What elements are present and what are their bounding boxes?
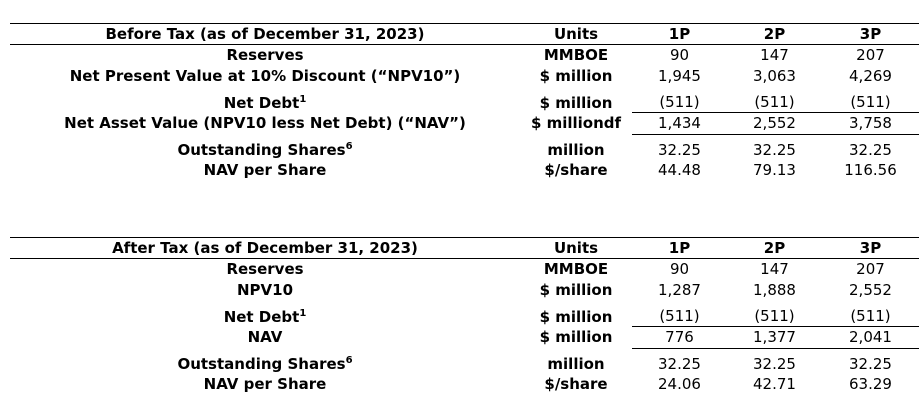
row-label: Net Present Value at 10% Discount (“NPV1… bbox=[69, 67, 461, 85]
row-unit: million bbox=[547, 141, 605, 159]
table-row-nav: NAV $ million 776 1,377 2,041 bbox=[10, 326, 919, 349]
row-unit: $ million bbox=[539, 328, 613, 346]
value-1p: 1,434 bbox=[632, 112, 727, 135]
value-1p: 32.25 bbox=[658, 355, 701, 373]
value-3p: 207 bbox=[856, 260, 885, 278]
row-unit: $ million bbox=[539, 93, 613, 112]
row-label: NAV per Share bbox=[203, 161, 327, 179]
row-label: NAV bbox=[247, 328, 283, 346]
footnote-marker: 6 bbox=[345, 141, 353, 152]
value-3p: 3,758 bbox=[822, 112, 919, 135]
table-row-outstanding-shares: Outstanding Shares6 million 32.25 32.25 … bbox=[10, 135, 919, 161]
row-unit: $ million bbox=[539, 281, 613, 299]
table-title: After Tax (as of December 31, 2023) bbox=[10, 237, 520, 259]
table-row-reserves: Reserves MMBOE 90 147 207 bbox=[10, 259, 919, 281]
value-3p: 2,041 bbox=[822, 326, 919, 349]
value-1p: (511) bbox=[632, 301, 727, 327]
row-label: Net Debt bbox=[223, 307, 300, 326]
column-header-2p: 2P bbox=[727, 237, 822, 259]
row-label: Outstanding Shares bbox=[177, 355, 346, 373]
value-2p: 147 bbox=[760, 260, 789, 278]
value-1p: 90 bbox=[669, 260, 690, 278]
value-3p: 63.29 bbox=[849, 375, 892, 393]
table-row-reserves: Reserves MMBOE 90 147 207 bbox=[10, 45, 919, 67]
table-header-row: Before Tax (as of December 31, 2023) Uni… bbox=[10, 23, 919, 45]
value-3p: 4,269 bbox=[849, 67, 892, 85]
table-row-nav: Net Asset Value (NPV10 less Net Debt) (“… bbox=[10, 112, 919, 135]
table-row-net-debt: Net Debt1 $ million (511) (511) (511) bbox=[10, 87, 919, 113]
value-1p: 24.06 bbox=[658, 375, 701, 393]
value-2p: 1,888 bbox=[753, 281, 796, 299]
value-3p: (511) bbox=[822, 301, 919, 327]
value-3p: 2,552 bbox=[849, 281, 892, 299]
row-label: Reserves bbox=[226, 46, 304, 64]
value-2p: 147 bbox=[760, 46, 789, 64]
value-1p: 776 bbox=[632, 326, 727, 349]
value-3p: 207 bbox=[856, 46, 885, 64]
value-2p: 42.71 bbox=[753, 375, 796, 393]
value-3p: (511) bbox=[822, 87, 919, 113]
value-2p: 32.25 bbox=[753, 141, 796, 159]
row-unit: MMBOE bbox=[543, 46, 609, 64]
value-1p: 44.48 bbox=[658, 161, 701, 179]
units-header: Units bbox=[520, 237, 632, 259]
table-title: Before Tax (as of December 31, 2023) bbox=[10, 23, 520, 45]
row-label: NPV10 bbox=[236, 281, 294, 299]
value-3p: 32.25 bbox=[849, 141, 892, 159]
row-unit: $/share bbox=[544, 161, 608, 179]
row-unit: $ milliondf bbox=[530, 114, 622, 132]
value-1p: 1,945 bbox=[658, 67, 701, 85]
row-label-cell: Outstanding Shares6 bbox=[10, 349, 520, 375]
column-header-3p: 3P bbox=[822, 237, 919, 259]
value-3p: 32.25 bbox=[849, 355, 892, 373]
column-header-1p: 1P bbox=[632, 23, 727, 45]
value-1p: 1,287 bbox=[658, 281, 701, 299]
value-2p: 79.13 bbox=[753, 161, 796, 179]
footnote-marker: 6 bbox=[345, 355, 353, 366]
row-unit: $/share bbox=[544, 375, 608, 393]
row-label-cell: Outstanding Shares6 bbox=[10, 135, 520, 161]
units-header: Units bbox=[520, 23, 632, 45]
row-label: Outstanding Shares bbox=[177, 141, 346, 159]
value-2p: 3,063 bbox=[753, 67, 796, 85]
after-tax-table: After Tax (as of December 31, 2023) Unit… bbox=[10, 237, 919, 395]
column-header-3p: 3P bbox=[822, 23, 919, 45]
row-label: Reserves bbox=[226, 260, 304, 278]
before-tax-table: Before Tax (as of December 31, 2023) Uni… bbox=[10, 23, 919, 181]
column-header-2p: 2P bbox=[727, 23, 822, 45]
row-label: Net Debt bbox=[223, 93, 300, 112]
table-row-nav-per-share: NAV per Share $/share 24.06 42.71 63.29 bbox=[10, 374, 919, 395]
row-label-cell: Net Debt1 bbox=[10, 87, 520, 113]
table-row-net-debt: Net Debt1 $ million (511) (511) (511) bbox=[10, 301, 919, 327]
value-1p: 32.25 bbox=[658, 141, 701, 159]
value-2p: 32.25 bbox=[753, 355, 796, 373]
footnote-marker: 1 bbox=[299, 93, 307, 105]
row-unit: $ million bbox=[539, 67, 613, 85]
row-unit: million bbox=[547, 355, 605, 373]
table-row-npv10: NPV10 $ million 1,287 1,888 2,552 bbox=[10, 280, 919, 301]
value-2p: (511) bbox=[727, 301, 822, 327]
table-row-npv10: Net Present Value at 10% Discount (“NPV1… bbox=[10, 66, 919, 87]
footnote-marker: 1 bbox=[299, 307, 307, 319]
value-2p: 2,552 bbox=[727, 112, 822, 135]
value-2p: 1,377 bbox=[727, 326, 822, 349]
row-label: Net Asset Value (NPV10 less Net Debt) (“… bbox=[64, 114, 466, 132]
table-row-nav-per-share: NAV per Share $/share 44.48 79.13 116.56 bbox=[10, 160, 919, 181]
row-unit: MMBOE bbox=[543, 260, 609, 278]
row-unit: $ million bbox=[539, 307, 613, 326]
row-label: NAV per Share bbox=[203, 375, 327, 393]
value-2p: (511) bbox=[727, 87, 822, 113]
table-row-outstanding-shares: Outstanding Shares6 million 32.25 32.25 … bbox=[10, 349, 919, 375]
row-label-cell: Net Debt1 bbox=[10, 301, 520, 327]
table-header-row: After Tax (as of December 31, 2023) Unit… bbox=[10, 237, 919, 259]
value-3p: 116.56 bbox=[844, 161, 897, 179]
value-1p: 90 bbox=[669, 46, 690, 64]
column-header-1p: 1P bbox=[632, 237, 727, 259]
value-1p: (511) bbox=[632, 87, 727, 113]
